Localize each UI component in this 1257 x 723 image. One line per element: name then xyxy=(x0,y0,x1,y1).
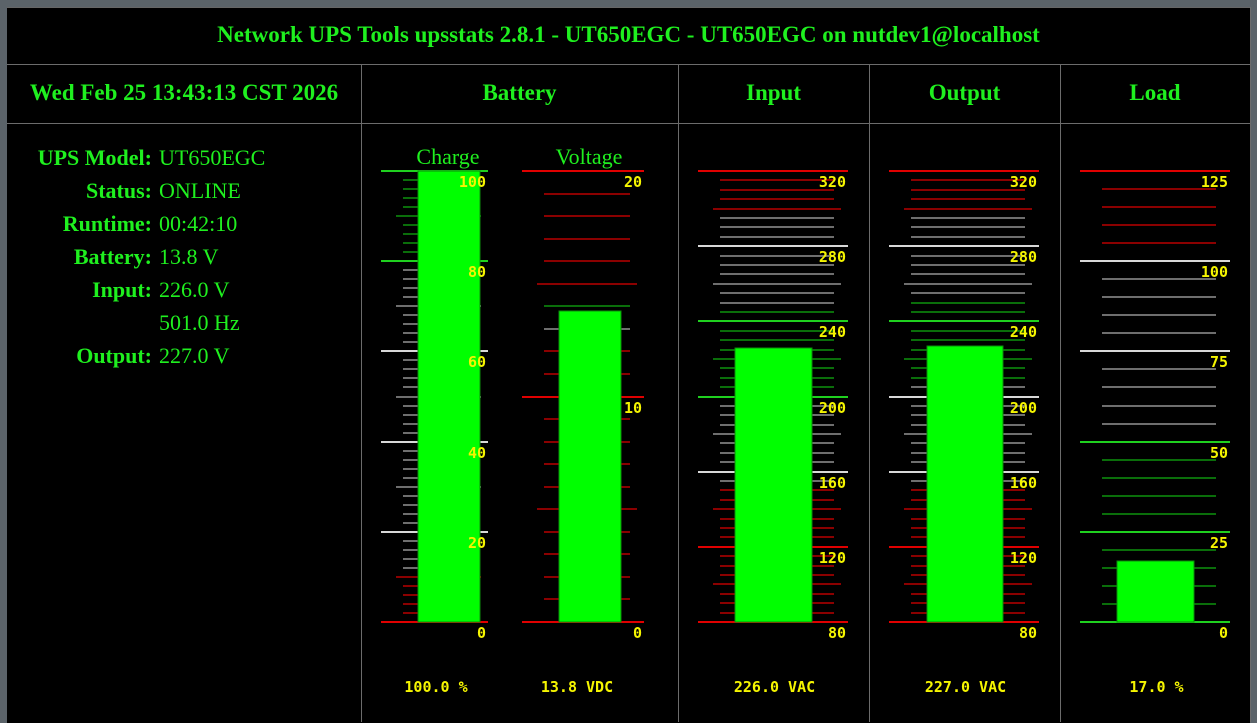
info-row-model: UPS Model: UT650EGC xyxy=(7,143,361,176)
divider xyxy=(1250,7,1251,722)
svg-text:80: 80 xyxy=(828,624,846,642)
charge-value: 100.0 % xyxy=(404,678,468,696)
svg-text:20: 20 xyxy=(624,173,642,191)
svg-text:200: 200 xyxy=(1010,399,1037,417)
header-output: Output xyxy=(928,80,1001,105)
upsstats-table xyxy=(7,7,1250,723)
divider xyxy=(7,64,1250,65)
info-label: Runtime: xyxy=(62,211,152,236)
info-value: 227.0 V xyxy=(159,343,230,368)
info-row-input: Input: 226.0 V xyxy=(7,275,361,308)
input-value: 226.0 VAC xyxy=(733,678,816,696)
load-value: 17.0 % xyxy=(1129,678,1184,696)
svg-text:160: 160 xyxy=(819,474,846,492)
info-value: 226.0 V xyxy=(159,277,230,302)
svg-text:0: 0 xyxy=(633,624,642,642)
header-battery: Battery xyxy=(482,80,557,105)
charge-bar xyxy=(417,170,481,623)
info-row-status: Status: ONLINE xyxy=(7,176,361,209)
svg-text:100: 100 xyxy=(1201,263,1228,281)
divider xyxy=(869,64,870,722)
input-bar xyxy=(734,347,813,623)
voltage-bar xyxy=(558,310,622,623)
info-value: 00:42:10 xyxy=(159,211,238,236)
svg-text:0: 0 xyxy=(477,624,486,642)
svg-text:320: 320 xyxy=(819,173,846,191)
svg-text:80: 80 xyxy=(468,263,486,281)
svg-text:25: 25 xyxy=(1210,534,1228,552)
divider xyxy=(1060,64,1061,722)
svg-text:240: 240 xyxy=(1010,323,1037,341)
info-value: 501.0 Hz xyxy=(159,310,240,335)
svg-text:125: 125 xyxy=(1201,173,1228,191)
info-row-output: Output: 227.0 V xyxy=(7,341,361,374)
info-row-frequency: 501.0 Hz xyxy=(7,308,361,341)
svg-text:75: 75 xyxy=(1210,353,1228,371)
svg-text:200: 200 xyxy=(819,399,846,417)
svg-text:40: 40 xyxy=(468,444,486,462)
datetime: Wed Feb 25 13:43:13 CST 2026 xyxy=(29,80,339,105)
svg-text:240: 240 xyxy=(819,323,846,341)
info-label: Battery: xyxy=(73,244,152,269)
svg-text:120: 120 xyxy=(819,549,846,567)
svg-text:50: 50 xyxy=(1210,444,1228,462)
info-label: Input: xyxy=(92,277,152,302)
svg-text:60: 60 xyxy=(468,353,486,371)
svg-text:10: 10 xyxy=(624,399,642,417)
output-value: 227.0 VAC xyxy=(924,678,1007,696)
svg-text:120: 120 xyxy=(1010,549,1037,567)
svg-text:160: 160 xyxy=(1010,474,1037,492)
info-label: UPS Model: xyxy=(37,145,152,170)
header-load: Load xyxy=(1129,80,1181,105)
svg-text:280: 280 xyxy=(819,248,846,266)
svg-text:320: 320 xyxy=(1010,173,1037,191)
svg-text:280: 280 xyxy=(1010,248,1037,266)
load-bar xyxy=(1116,560,1195,623)
info-label: Output: xyxy=(76,343,152,368)
info-row-battery: Battery: 13.8 V xyxy=(7,242,361,275)
voltage-value: 13.8 VDC xyxy=(540,678,614,696)
ups-info: UPS Model: UT650EGC Status: ONLINE Runtime… xyxy=(7,143,361,374)
gauge-label-charge: Charge xyxy=(416,144,480,169)
info-label: Status: xyxy=(85,178,152,203)
svg-text:20: 20 xyxy=(468,534,486,552)
info-row-runtime: Runtime: 00:42:10 xyxy=(7,209,361,242)
divider xyxy=(361,64,362,722)
divider xyxy=(7,123,1250,124)
gauge-label-voltage: Voltage xyxy=(555,144,623,169)
header-input: Input xyxy=(746,80,801,105)
info-value: 13.8 V xyxy=(159,244,219,269)
divider xyxy=(678,64,679,722)
info-value: UT650EGC xyxy=(159,145,266,170)
info-value: ONLINE xyxy=(159,178,241,203)
svg-text:80: 80 xyxy=(1019,624,1037,642)
output-bar xyxy=(926,345,1004,623)
svg-text:0: 0 xyxy=(1219,624,1228,642)
svg-text:100: 100 xyxy=(459,173,486,191)
page-title: Network UPS Tools upsstats 2.8.1 - UT650… xyxy=(217,22,1040,47)
